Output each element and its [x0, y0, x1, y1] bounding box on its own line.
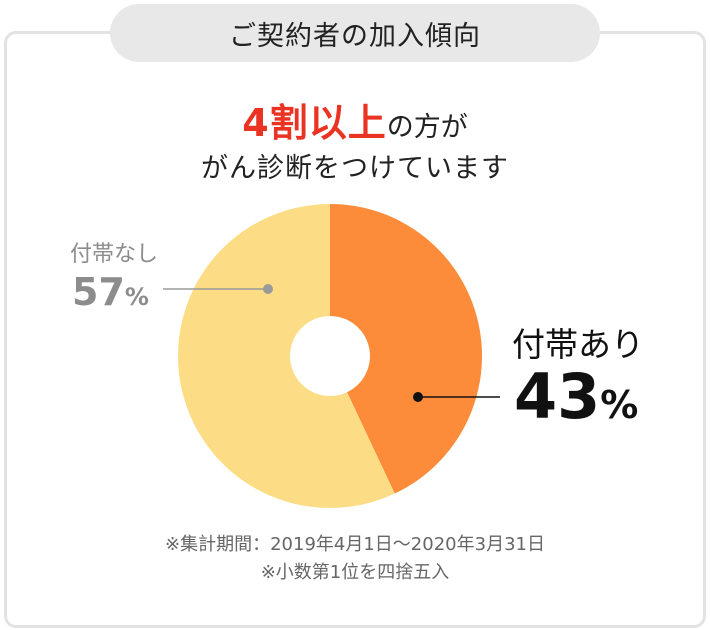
slice-value-yes: 43%: [514, 360, 638, 433]
donut-slice-with-option: [330, 204, 482, 494]
chart-title: ご契約者の加入傾向: [229, 20, 481, 52]
slice-value-no-number: 57: [72, 270, 125, 314]
slice-label-yes: 付帯あり: [512, 325, 644, 364]
leader-dot-no: [263, 284, 273, 294]
donut-hole: [290, 316, 370, 396]
donut-slices: [178, 204, 482, 508]
donut-slice-without-option: [178, 204, 395, 508]
leader-dot-yes: [413, 392, 423, 402]
headline-line-1: 4割以上の方が: [0, 92, 710, 147]
slice-label-no: 付帯なし: [70, 242, 159, 267]
headline-line-1-rest: の方が: [386, 112, 468, 143]
note-rounding: ※小数第1位を四捨五入: [260, 562, 450, 583]
note-period: ※集計期間：2019年4月1日～2020年3月31日: [165, 534, 545, 555]
headline-line-2: がん診断をつけています: [201, 153, 509, 184]
slice-value-yes-number: 43: [514, 360, 601, 433]
headline-accent: 4割以上: [242, 101, 387, 145]
slice-value-yes-unit: %: [600, 383, 639, 427]
title-banner: ご契約者の加入傾向: [110, 4, 600, 62]
slice-value-no-unit: %: [124, 283, 149, 311]
slice-value-no: 57%: [72, 270, 149, 314]
